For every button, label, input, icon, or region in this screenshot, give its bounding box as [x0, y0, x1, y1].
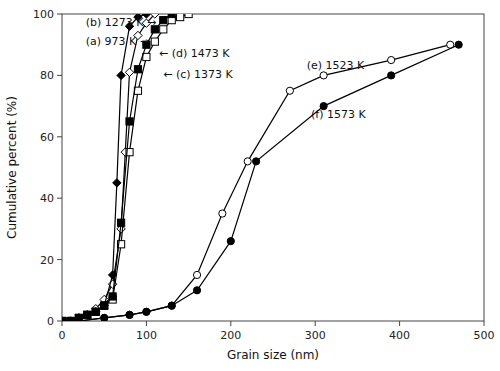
series-marker	[83, 311, 91, 319]
y-tick-label: 60	[40, 131, 54, 144]
series-marker	[219, 210, 226, 217]
y-axis-label: Cumulative percent (%)	[5, 96, 19, 239]
x-tick-label: 200	[220, 329, 241, 342]
series-marker	[320, 72, 327, 79]
series-marker	[143, 308, 150, 315]
y-tick	[57, 14, 62, 15]
y-tick	[57, 75, 62, 76]
series-marker	[168, 302, 175, 309]
x-tick	[62, 321, 63, 326]
chart-container: 0 100 200 300 400 500 0 20 40 60 80 100 Grain size (…	[0, 0, 500, 371]
series-marker	[101, 302, 108, 309]
series-marker	[100, 301, 108, 309]
series-marker	[62, 317, 66, 321]
series-marker	[455, 41, 462, 48]
plot-frame	[62, 14, 484, 321]
annotation: ← (c) 1373 K	[163, 68, 233, 81]
chart-svg: 0 100 200 300 400 500 0 20 40 60 80 100 Grain size (…	[0, 0, 500, 371]
series-marker	[143, 53, 150, 60]
series-marker	[160, 26, 167, 33]
y-tick-label: 0	[47, 315, 54, 328]
series-marker	[113, 179, 121, 187]
series-marker	[66, 317, 74, 321]
plot-area	[62, 14, 462, 321]
y-tick	[57, 321, 62, 322]
series-marker	[244, 158, 251, 165]
series-marker	[177, 14, 184, 21]
series-marker	[84, 311, 91, 318]
series-marker	[101, 314, 108, 321]
y-tick-label: 80	[40, 69, 54, 82]
series-marker	[227, 238, 234, 245]
series-marker	[62, 317, 66, 321]
series-marker	[92, 308, 99, 315]
series-marker	[75, 317, 82, 321]
series-marker	[126, 311, 133, 318]
x-tick	[484, 321, 485, 326]
x-tick	[146, 321, 147, 326]
y-tick	[57, 259, 62, 260]
series-marker	[75, 317, 82, 321]
annotation: (a) 973 K →	[86, 35, 149, 48]
series-marker	[151, 38, 158, 45]
series-marker	[101, 302, 108, 309]
series-marker	[83, 311, 91, 319]
series-marker	[62, 317, 66, 321]
series-marker	[101, 314, 108, 321]
series-marker	[117, 219, 124, 226]
x-tick-label: 100	[136, 329, 157, 342]
series-marker	[126, 311, 133, 318]
annotation: (b) 1273 K →	[86, 16, 156, 29]
series-marker	[125, 68, 133, 76]
series-line	[62, 45, 450, 321]
series-marker	[388, 72, 395, 79]
series-marker	[66, 317, 74, 321]
annotation: (e) 1523 K	[307, 59, 365, 72]
series-marker	[388, 56, 395, 63]
x-tick-label: 400	[389, 329, 410, 342]
y-tick-label: 100	[33, 8, 54, 21]
series-marker	[168, 14, 175, 18]
series-marker	[117, 71, 125, 79]
y-tick-label: 40	[40, 192, 54, 205]
x-tick	[230, 321, 231, 326]
series-marker	[84, 311, 91, 318]
x-tick-label: 300	[305, 329, 326, 342]
x-tick-label: 0	[59, 329, 66, 342]
annotation: ← (d) 1473 K	[159, 47, 230, 60]
series-marker	[62, 317, 66, 321]
series-marker	[134, 66, 141, 73]
x-tick-label: 500	[474, 329, 495, 342]
y-tick	[57, 198, 62, 199]
series-marker	[62, 317, 66, 321]
series-marker	[168, 302, 175, 309]
series-marker	[253, 158, 260, 165]
series-marker	[92, 308, 100, 316]
series-marker	[286, 87, 293, 94]
series-line	[62, 14, 189, 321]
series-marker	[92, 308, 99, 315]
series-marker	[160, 17, 167, 24]
annotation: (f) 1573 K	[311, 108, 366, 121]
x-tick	[315, 321, 316, 326]
series-marker	[143, 308, 150, 315]
series-marker	[109, 293, 116, 300]
series-marker	[193, 271, 200, 278]
series-marker	[62, 317, 66, 321]
series-marker	[126, 118, 133, 125]
y-tick	[57, 136, 62, 137]
series-line	[62, 45, 459, 321]
y-tick-label: 20	[40, 254, 54, 267]
x-tick	[399, 321, 400, 326]
series-line	[62, 14, 172, 321]
x-axis-label: Grain size (nm)	[227, 348, 319, 362]
series-marker	[185, 14, 192, 18]
series-marker	[193, 287, 200, 294]
series-line	[62, 14, 146, 321]
